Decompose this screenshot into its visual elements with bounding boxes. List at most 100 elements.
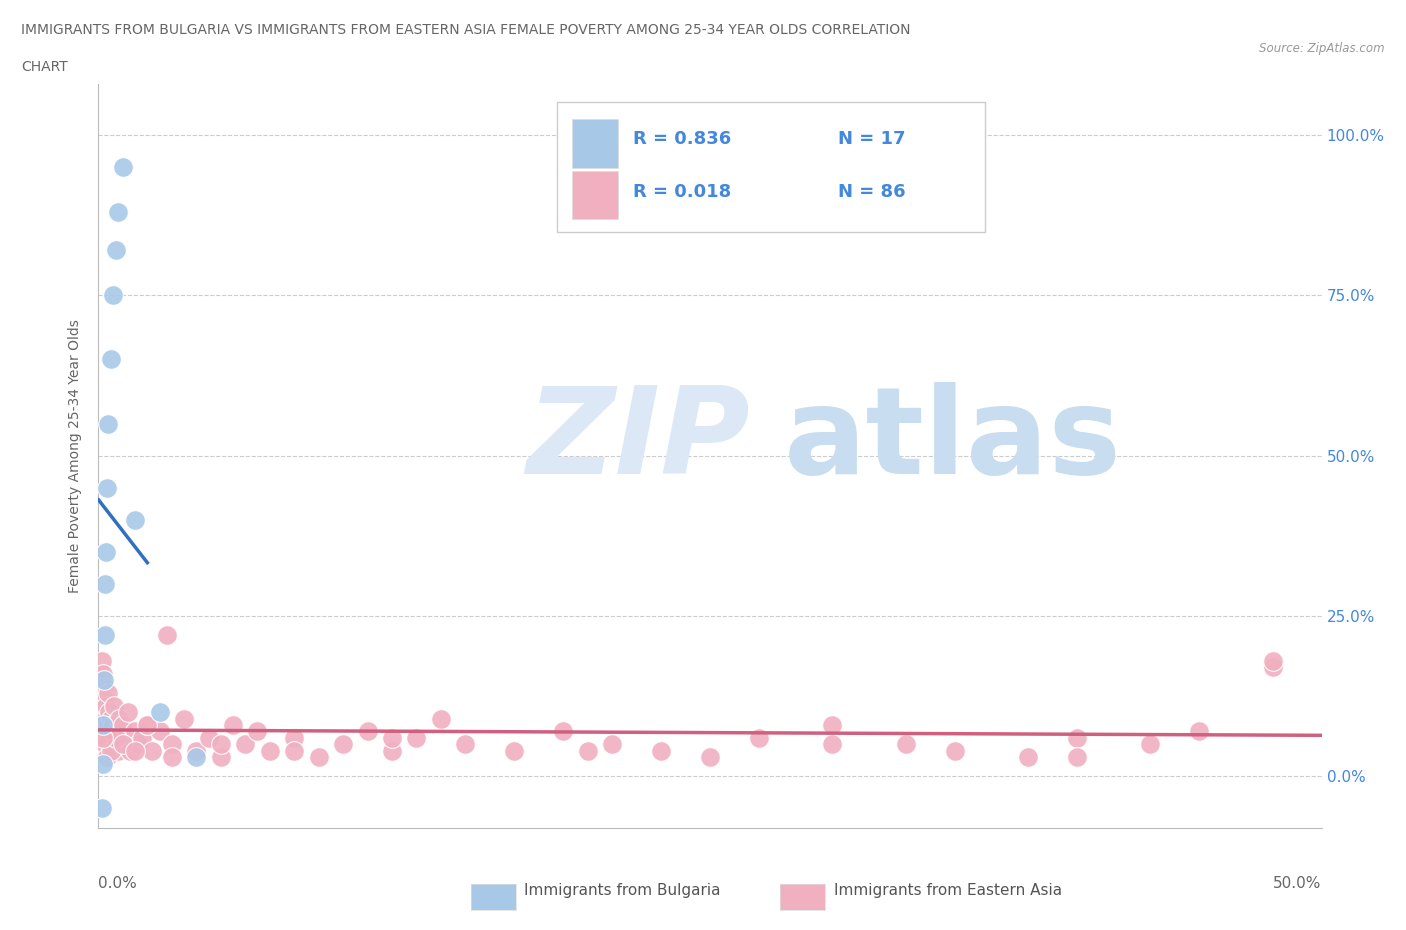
Text: Immigrants from Eastern Asia: Immigrants from Eastern Asia	[834, 884, 1062, 898]
Point	[94, 711, 117, 726]
Point	[197, 730, 219, 745]
Text: 50.0%: 50.0%	[1274, 876, 1322, 891]
Point	[100, 711, 122, 726]
Point	[111, 160, 134, 175]
Point	[503, 743, 526, 758]
Point	[114, 737, 136, 751]
Point	[93, 737, 115, 751]
Point	[94, 544, 117, 559]
Point	[91, 654, 114, 669]
Point	[141, 743, 163, 758]
Point	[91, 705, 114, 720]
Text: R = 0.836: R = 0.836	[633, 130, 731, 149]
Text: ZIP: ZIP	[526, 382, 751, 499]
Point	[97, 743, 120, 758]
Point	[96, 698, 118, 713]
Point	[821, 718, 844, 733]
Point	[1261, 654, 1284, 669]
Point	[894, 737, 917, 751]
Text: 0.0%: 0.0%	[98, 876, 138, 891]
Point	[98, 737, 121, 751]
Point	[136, 718, 159, 733]
Point	[98, 724, 121, 739]
Point	[209, 737, 232, 751]
Point	[90, 672, 112, 687]
Point	[94, 730, 117, 745]
Point	[124, 512, 146, 527]
Point	[97, 705, 120, 720]
Point	[186, 743, 208, 758]
Point	[943, 743, 966, 758]
Point	[97, 718, 120, 733]
Point	[149, 705, 172, 720]
Point	[156, 628, 179, 643]
Point	[117, 705, 139, 720]
Point	[101, 288, 124, 303]
Point	[454, 737, 477, 751]
Point	[103, 698, 125, 713]
Point	[209, 750, 232, 764]
FancyBboxPatch shape	[557, 102, 986, 232]
Point	[127, 737, 149, 751]
Point	[1139, 737, 1161, 751]
Bar	[572, 119, 619, 167]
Point	[97, 685, 120, 700]
Point	[1066, 750, 1088, 764]
Text: N = 86: N = 86	[838, 182, 905, 201]
Point	[308, 750, 330, 764]
Text: R = 0.018: R = 0.018	[633, 182, 731, 201]
Point	[405, 730, 427, 745]
Point	[131, 730, 153, 745]
Point	[821, 737, 844, 751]
Point	[96, 480, 118, 495]
Point	[160, 737, 183, 751]
Point	[93, 679, 115, 694]
Point	[91, 718, 114, 733]
Point	[104, 243, 127, 258]
Point	[1188, 724, 1211, 739]
Y-axis label: Female Poverty Among 25-34 Year Olds: Female Poverty Among 25-34 Year Olds	[69, 319, 83, 592]
Point	[105, 724, 128, 739]
Point	[246, 724, 269, 739]
Point	[90, 692, 112, 707]
Point	[259, 743, 281, 758]
Point	[136, 718, 159, 733]
Point	[108, 711, 131, 726]
Point	[91, 730, 114, 745]
Point	[124, 724, 146, 739]
Point	[111, 718, 134, 733]
Text: atlas: atlas	[783, 382, 1122, 499]
Point	[93, 628, 115, 643]
Point	[222, 718, 245, 733]
Point	[100, 743, 122, 758]
Point	[233, 737, 256, 751]
Point	[101, 730, 124, 745]
Point	[356, 724, 378, 739]
Text: Immigrants from Bulgaria: Immigrants from Bulgaria	[524, 884, 721, 898]
Point	[110, 730, 132, 745]
Point	[91, 666, 114, 681]
Text: Source: ZipAtlas.com: Source: ZipAtlas.com	[1260, 42, 1385, 55]
Point	[107, 743, 129, 758]
Point	[650, 743, 672, 758]
Point	[381, 730, 404, 745]
Point	[283, 743, 305, 758]
Text: CHART: CHART	[21, 60, 67, 74]
Bar	[572, 171, 619, 219]
Point	[283, 730, 305, 745]
Point	[104, 737, 127, 751]
Point	[1066, 730, 1088, 745]
Point	[748, 730, 770, 745]
Point	[553, 724, 575, 739]
Point	[96, 737, 118, 751]
Point	[96, 750, 118, 764]
Point	[111, 737, 134, 751]
Point	[100, 352, 122, 367]
Point	[120, 743, 142, 758]
Point	[332, 737, 354, 751]
Point	[94, 577, 117, 591]
Point	[91, 801, 114, 816]
Point	[101, 718, 124, 733]
Point	[104, 730, 127, 745]
Text: N = 17: N = 17	[838, 130, 905, 149]
